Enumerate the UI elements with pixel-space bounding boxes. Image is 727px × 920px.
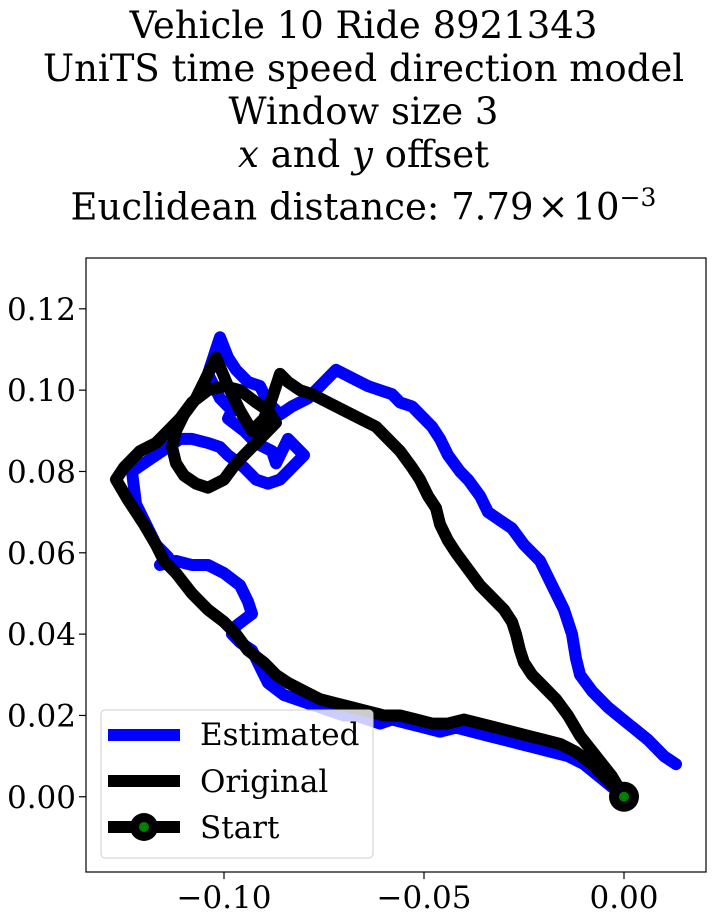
- y-tick-label: 0.04: [7, 617, 76, 653]
- title-line-4: x and y offset: [0, 133, 727, 176]
- title-exponent: −3: [619, 183, 657, 212]
- legend-label-estimated: Estimated: [200, 717, 359, 753]
- y-tick-label: 0.00: [7, 780, 76, 816]
- title-times-symbol: ×: [537, 185, 569, 229]
- y-tick-label: 0.02: [7, 698, 76, 734]
- legend: Estimated Original Start: [100, 709, 374, 859]
- title-line-3: Window size 3: [228, 90, 499, 133]
- y-tick-label: 0.12: [7, 292, 76, 328]
- start-point-center: [619, 791, 629, 802]
- y-tick-label: 0.08: [7, 454, 76, 490]
- x-tick-label: 0.00: [589, 880, 658, 916]
- legend-label-start: Start: [200, 810, 280, 846]
- title-offset-text: offset: [372, 133, 489, 176]
- legend-start-marker-center: [139, 822, 149, 832]
- ticks-layer: −0.10 −0.05 0.00 0.00 0.02 0.04 0.06 0.08 0.10 0.…: [7, 292, 659, 916]
- title-x-symbol: x: [238, 133, 259, 176]
- y-tick-label: 0.10: [7, 373, 76, 409]
- title-line-1: Vehicle 10 Ride 8921343: [129, 4, 598, 47]
- title-and-text: and: [258, 133, 352, 176]
- y-tick-label: 0.06: [7, 536, 76, 572]
- title-exponent-base: 10: [572, 185, 620, 229]
- title-distance-text: Euclidean distance: 7.79: [70, 185, 534, 229]
- x-tick-label: −0.05: [377, 880, 472, 916]
- axes-frame: [85, 257, 707, 873]
- chart-title: Vehicle 10 Ride 8921343 UniTS time speed…: [0, 4, 727, 228]
- title-y-symbol: y: [352, 133, 373, 176]
- x-tick-label: −0.10: [177, 880, 272, 916]
- legend-label-original: Original: [200, 764, 328, 800]
- title-line-5: Euclidean distance: 7.79 × 10−3: [0, 176, 727, 228]
- title-line-2: UniTS time speed direction model: [42, 47, 685, 90]
